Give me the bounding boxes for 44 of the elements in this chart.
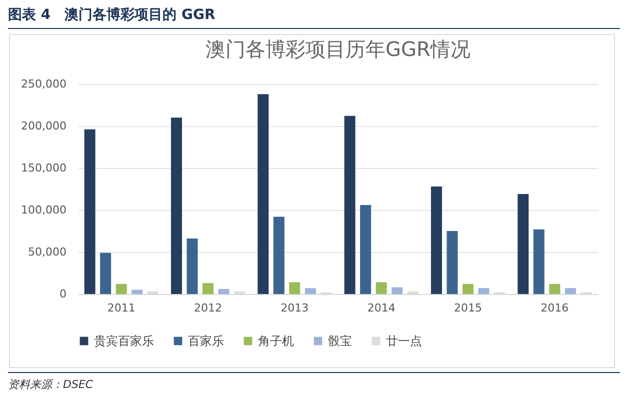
bar: [344, 116, 356, 294]
chart-title: 图表 4 澳门各博彩项目的 GGR: [8, 6, 620, 29]
bar: [392, 287, 403, 294]
y-tick-label: 50,000: [28, 246, 66, 258]
x-tick-label: 2016: [540, 302, 569, 314]
y-tick-label: 150,000: [21, 162, 66, 174]
bar: [376, 282, 387, 294]
bar: [549, 284, 560, 294]
bar: [273, 216, 284, 294]
y-tick-label: 200,000: [21, 120, 66, 132]
y-tick-label: 0: [60, 288, 66, 300]
bar: [202, 283, 214, 294]
legend-label: 百家乐: [188, 334, 224, 348]
bar: [84, 129, 96, 294]
bar: [170, 118, 182, 294]
bar: [100, 252, 112, 294]
legend-label: 廿一点: [386, 334, 422, 348]
bar: [258, 94, 269, 294]
x-tick-label: 2015: [454, 302, 482, 314]
y-tick-label: 100,000: [21, 204, 66, 216]
bar: [218, 288, 230, 294]
bar: [116, 284, 127, 294]
y-tick-label: 250,000: [21, 78, 66, 90]
x-tick-label: 2012: [194, 302, 222, 314]
bar: [533, 229, 544, 294]
bar: [462, 284, 474, 294]
legend-label: 贵宾百家乐: [94, 334, 154, 348]
bar: [430, 186, 442, 294]
x-tick-label: 2013: [280, 302, 309, 314]
bar: [289, 282, 300, 294]
bar: [132, 290, 143, 294]
legend-label: 骰宝: [328, 334, 352, 348]
bar: [360, 204, 372, 294]
bar: [478, 288, 490, 294]
bar: [186, 238, 198, 294]
chart-subtitle: 澳门各博彩项目历年GGR情况: [206, 37, 470, 61]
text: 资料来源：DSEC: [8, 372, 620, 392]
x-tick-label: 2011: [107, 302, 136, 314]
bar: [564, 288, 576, 294]
x-tick-label: 2014: [367, 302, 396, 314]
bar: [518, 194, 529, 294]
legend-label: 角子机: [258, 334, 294, 348]
bar: [304, 288, 316, 294]
bar: [446, 231, 458, 294]
